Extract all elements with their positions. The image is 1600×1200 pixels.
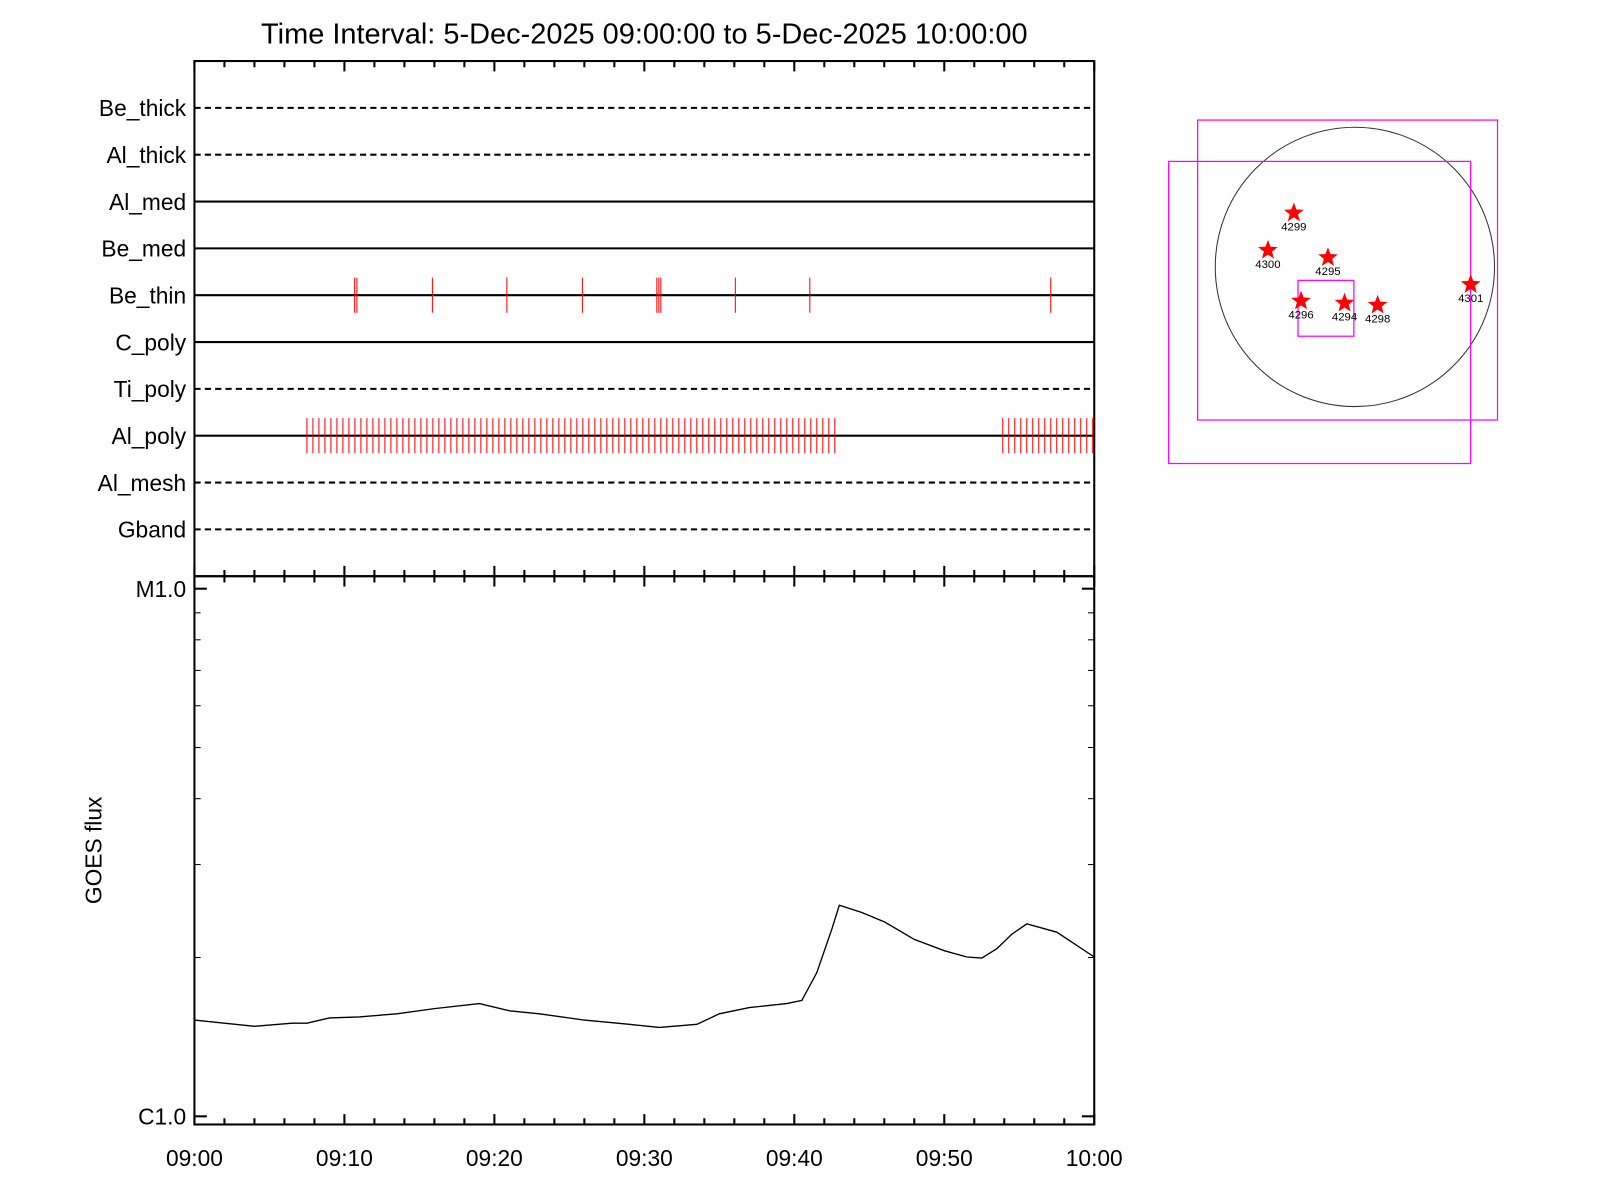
- panel-frame: [193, 575, 1096, 1126]
- channel-label: Be_thin: [109, 282, 186, 308]
- channel-label: Al_mesh: [98, 470, 187, 496]
- fov-box: [1197, 119, 1499, 421]
- region-label: 4299: [1281, 222, 1306, 234]
- region-marker: [1291, 290, 1311, 310]
- region-marker: [1460, 274, 1481, 293]
- fov-box: [1168, 160, 1472, 465]
- region-label: 4296: [1288, 310, 1313, 322]
- region-marker: [1258, 239, 1278, 259]
- channel-label: C_poly: [115, 329, 186, 355]
- channel-label: Ti_poly: [114, 376, 187, 402]
- channel-label: Al_thick: [107, 142, 187, 168]
- region-label: 4295: [1315, 266, 1340, 278]
- x-tick-label: 09:10: [316, 1145, 373, 1171]
- channel-label: Gband: [118, 517, 186, 543]
- x-tick-label: 09:50: [916, 1145, 973, 1171]
- channel-label: Al_med: [109, 189, 186, 215]
- region-marker: [1367, 294, 1388, 314]
- chart-title: Time Interval: 5-Dec-2025 09:00:00 to 5-…: [261, 18, 1028, 50]
- region-label: 4301: [1458, 293, 1483, 305]
- solar-disk: [1214, 126, 1496, 408]
- region-label: 4294: [1332, 312, 1357, 324]
- y-tick-label: M1.0: [136, 576, 187, 602]
- x-tick-label: 10:00: [1066, 1145, 1123, 1171]
- channel-label: Be_thick: [99, 95, 187, 121]
- channel-label: Be_med: [101, 236, 186, 262]
- panel-frame: [193, 60, 1096, 578]
- region-marker: [1318, 247, 1338, 266]
- flux-line: [194, 904, 1095, 1029]
- channel-label: Al_poly: [112, 423, 187, 449]
- fov-box: [1297, 279, 1355, 337]
- region-marker: [1284, 202, 1304, 222]
- y-tick-label: C1.0: [138, 1104, 186, 1130]
- y-axis-label: GOES flux: [80, 796, 106, 904]
- region-label: 4300: [1255, 259, 1280, 271]
- x-tick-label: 09:30: [616, 1145, 673, 1171]
- region-marker: [1334, 292, 1355, 312]
- x-tick-label: 09:00: [166, 1145, 223, 1171]
- x-tick-label: 09:20: [466, 1145, 523, 1171]
- region-label: 4298: [1365, 314, 1390, 326]
- x-tick-label: 09:40: [766, 1145, 823, 1171]
